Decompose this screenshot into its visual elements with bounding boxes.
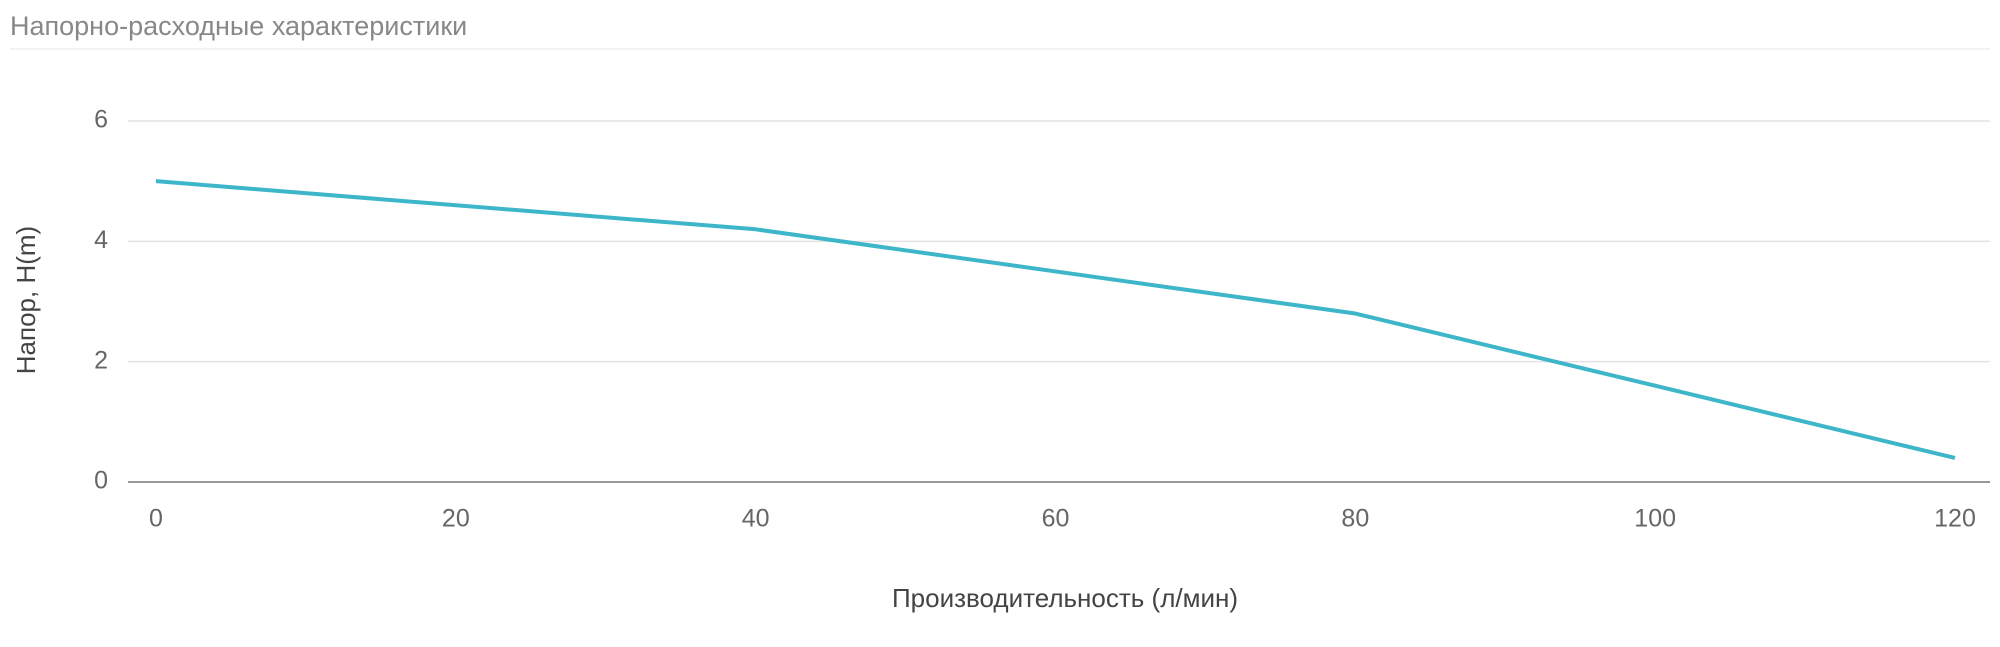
y-tick-label: 6 bbox=[94, 106, 108, 134]
y-tick-label: 0 bbox=[94, 467, 108, 495]
x-tick-label: 80 bbox=[1341, 505, 1369, 533]
x-tick-label: 0 bbox=[149, 505, 163, 533]
x-tick-label: 40 bbox=[742, 505, 770, 533]
y-tick-label: 4 bbox=[94, 226, 108, 254]
x-tick-label: 120 bbox=[1934, 505, 1976, 533]
x-tick-label: 60 bbox=[1042, 505, 1070, 533]
y-axis-label: Напор, H(m) bbox=[11, 226, 41, 374]
x-axis-label: Производительность (л/мин) bbox=[892, 583, 1238, 613]
y-tick-label: 2 bbox=[94, 346, 108, 374]
chart-title: Напорно-расходные характеристики bbox=[10, 11, 467, 41]
x-tick-label: 100 bbox=[1634, 505, 1676, 533]
data-line bbox=[155, 179, 1956, 460]
x-tick-label: 20 bbox=[442, 505, 470, 533]
